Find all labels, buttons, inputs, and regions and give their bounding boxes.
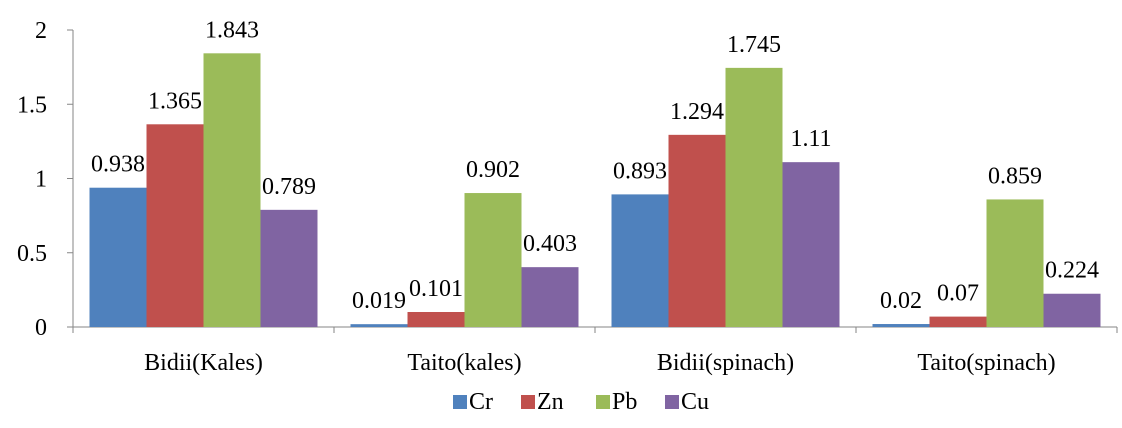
data-label-zn-3: 1.294 [670,99,724,125]
data-label-zn-1: 1.365 [148,88,202,114]
bar-cu-2 [521,267,579,327]
category-label: Bidii(Kales) [144,350,263,376]
bar-cu-4 [1043,293,1101,327]
legend-item-cu: Cu [665,389,709,415]
bar-cr-2 [350,324,408,327]
y-tick-label: 0 [35,315,47,341]
category-label: Taito(kales) [407,350,521,376]
y-tick-label: 1 [35,167,47,193]
bar-cr-4 [872,324,930,327]
bar-zn-4 [929,316,987,327]
data-label-pb-4: 0.859 [988,163,1042,189]
legend-label: Pb [612,389,637,415]
legend-label: Cu [681,389,709,415]
data-label-zn-2: 0.101 [409,276,463,302]
legend-swatch [596,395,610,409]
legend-item-pb: Pb [596,389,637,415]
bar-cr-3 [611,194,669,327]
bar-zn-2 [407,312,465,327]
data-label-cu-2: 0.403 [523,231,577,257]
bar-cu-1 [260,209,318,327]
bar-cr-1 [89,187,147,327]
data-label-cu-1: 0.789 [262,174,316,200]
bar-pb-4 [986,199,1044,327]
category-label: Bidii(spinach) [657,350,794,376]
y-tick-label: 0.5 [17,241,47,267]
bar-pb-2 [464,193,522,327]
y-tick-label: 1.5 [17,92,47,118]
bar-zn-1 [146,124,204,327]
data-label-cr-2: 0.019 [352,288,406,314]
bar-cu-3 [782,162,840,327]
bar-pb-1 [203,53,261,327]
data-label-cr-4: 0.02 [880,288,922,314]
data-label-pb-2: 0.902 [466,157,520,183]
bar-zn-3 [668,134,726,327]
data-label-cr-3: 0.893 [613,158,667,184]
data-label-cu-4: 0.224 [1045,258,1099,284]
legend-swatch [521,395,535,409]
y-tick-label: 2 [35,18,47,44]
legend-swatch [665,395,679,409]
data-label-cr-1: 0.938 [91,152,145,178]
data-label-pb-1: 1.843 [205,17,259,43]
data-label-pb-3: 1.745 [727,32,781,58]
data-label-cu-3: 1.11 [790,126,831,152]
legend-item-cr: Cr [453,389,493,415]
legend-label: Cr [469,389,493,415]
legend-item-zn: Zn [521,389,564,415]
category-label: Taito(spinach) [917,350,1055,376]
bar-pb-3 [725,67,783,328]
legend-label: Zn [537,389,564,415]
legend-swatch [453,395,467,409]
data-label-zn-4: 0.07 [937,281,979,307]
